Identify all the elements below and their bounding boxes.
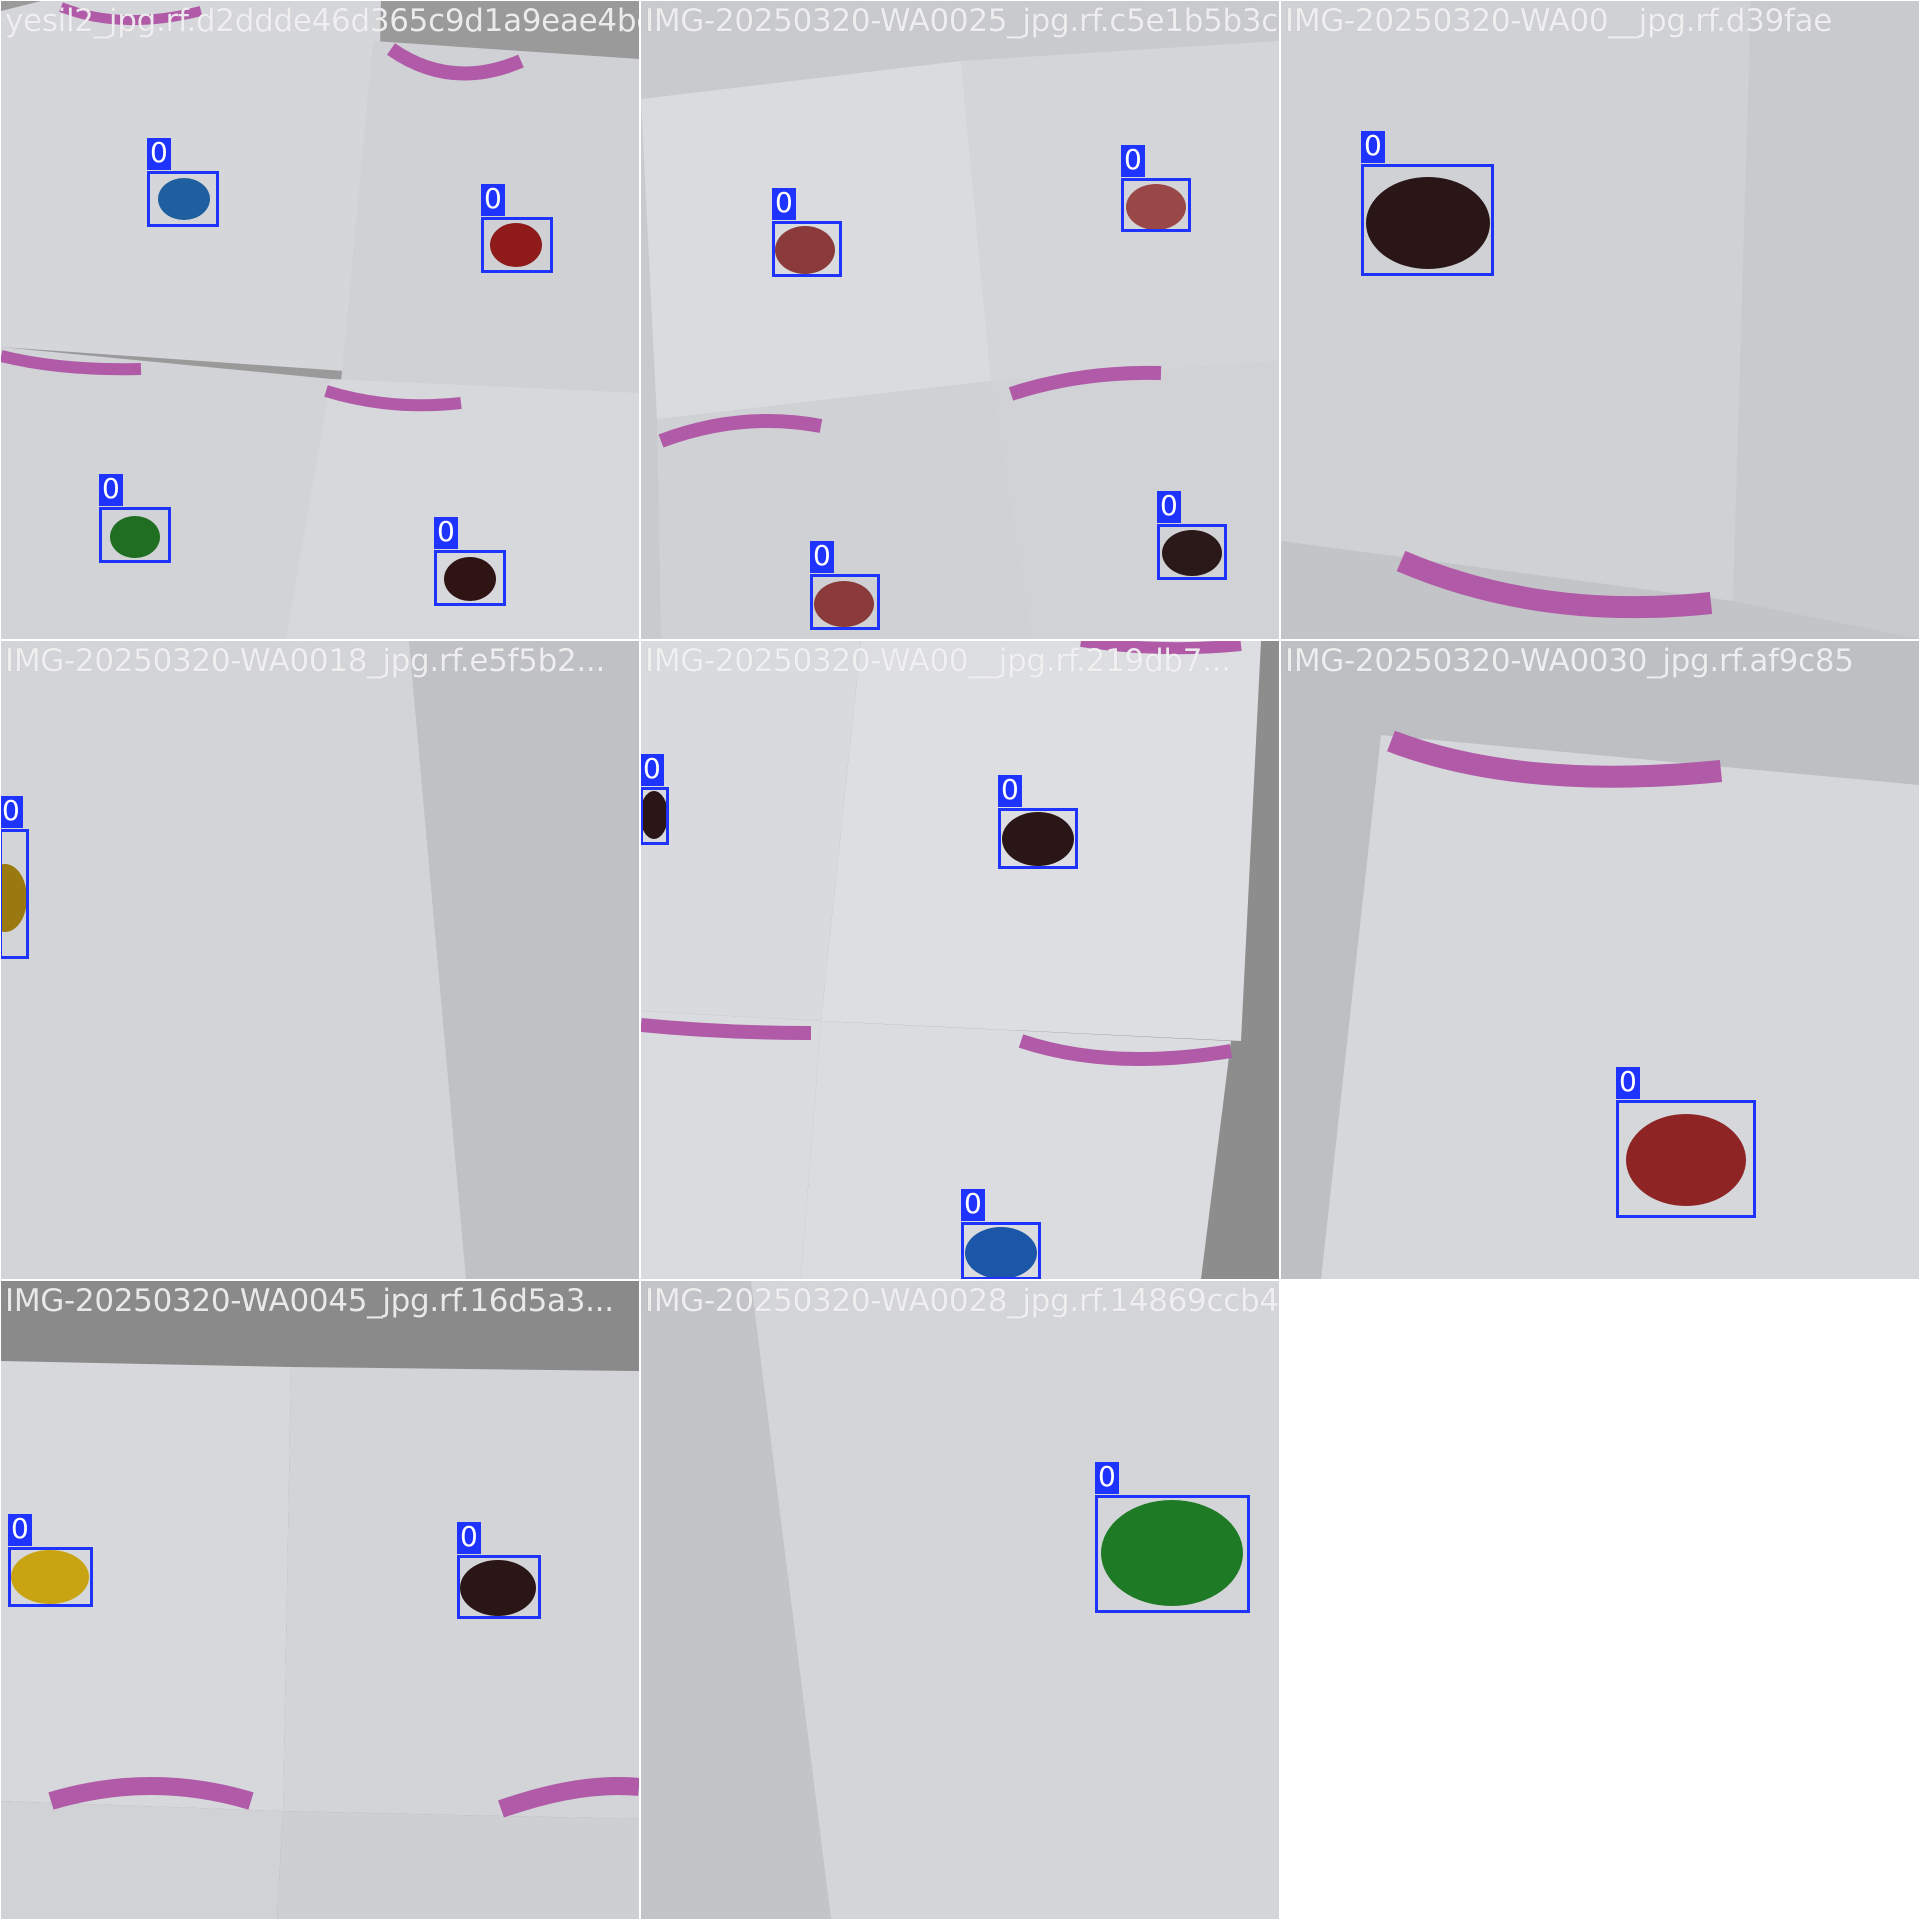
detection-class-label: 0 <box>772 188 796 220</box>
tile-photo <box>1 1 639 639</box>
detection-class-label: 0 <box>1 796 23 828</box>
detection-bounding-box <box>641 787 669 845</box>
detection-bounding-box <box>1 829 29 959</box>
mosaic-tile: IMG-20250320-WA00__jpg.rf.d39fae 0 <box>1281 1 1919 639</box>
detection-bounding-box <box>1361 164 1494 276</box>
tile-filename-caption: IMG-20250320-WA0045_jpg.rf.16d5a3... <box>5 1283 614 1319</box>
detection-class-label: 0 <box>8 1514 32 1546</box>
detection-bounding-box <box>481 217 553 273</box>
mosaic-tile: IMG-20250320-WA00__jpg.rf.219db7... 0 0 … <box>641 641 1279 1279</box>
detection-bounding-box <box>1616 1100 1756 1218</box>
tile-photo <box>1 1281 639 1919</box>
tile-photo <box>641 1 1279 639</box>
detection-bounding-box <box>998 808 1078 869</box>
mosaic-tile: IMG-20250320-WA0018_jpg.rf.e5f5b2... 0 <box>1 641 639 1279</box>
detection-bounding-box <box>1121 178 1191 232</box>
tile-photo <box>1 641 639 1279</box>
detection-class-label: 0 <box>1121 145 1145 177</box>
detection-class-label: 0 <box>434 517 458 549</box>
detection-bounding-box <box>1157 524 1227 580</box>
detection-class-label: 0 <box>810 541 834 573</box>
detection-class-label: 0 <box>147 138 171 170</box>
detection-bounding-box <box>99 507 171 563</box>
detection-class-label: 0 <box>961 1189 985 1221</box>
tile-filename-caption: yesil2_jpg.rf.d2ddde46d365c9d1a9eae4bce3… <box>5 3 639 39</box>
detection-bounding-box <box>961 1222 1041 1279</box>
detection-bounding-box <box>147 171 219 227</box>
detection-bounding-box <box>810 574 880 630</box>
tile-filename-caption: IMG-20250320-WA00__jpg.rf.219db7... <box>645 643 1231 679</box>
detection-bounding-box <box>1095 1495 1250 1613</box>
detection-class-label: 0 <box>457 1522 481 1554</box>
detection-bounding-box <box>434 550 506 606</box>
mosaic-tile: IMG-20250320-WA0028_jpg.rf.14869ccb4d60b… <box>641 1281 1279 1919</box>
detection-class-label: 0 <box>1616 1067 1640 1099</box>
detection-class-label: 0 <box>1361 131 1385 163</box>
detection-class-label: 0 <box>99 474 123 506</box>
detection-bounding-box <box>457 1555 541 1619</box>
mosaic-tile: IMG-20250320-WA0045_jpg.rf.16d5a3... 0 0 <box>1 1281 639 1919</box>
detection-class-label: 0 <box>1095 1462 1119 1494</box>
detection-class-label: 0 <box>481 184 505 216</box>
mosaic-tile: yesil2_jpg.rf.d2ddde46d365c9d1a9eae4bce3… <box>1 1 639 639</box>
detection-class-label: 0 <box>998 775 1022 807</box>
tile-filename-caption: IMG-20250320-WA0030_jpg.rf.af9c85 <box>1285 643 1854 679</box>
tile-filename-caption: IMG-20250320-WA0028_jpg.rf.14869ccb4d60b <box>645 1283 1279 1319</box>
tile-filename-caption: IMG-20250320-WA00__jpg.rf.d39fae <box>1285 3 1833 39</box>
mosaic-tile: IMG-20250320-WA0025_jpg.rf.c5e1b5b3c38 0… <box>641 1 1279 639</box>
detection-bounding-box <box>772 221 842 277</box>
detection-class-label: 0 <box>1157 491 1181 523</box>
tile-photo <box>1281 1 1919 639</box>
tile-photo <box>641 641 1279 1279</box>
tile-photo <box>641 1281 1279 1919</box>
tile-filename-caption: IMG-20250320-WA0018_jpg.rf.e5f5b2... <box>5 643 606 679</box>
tile-filename-caption: IMG-20250320-WA0025_jpg.rf.c5e1b5b3c38 <box>645 3 1279 39</box>
tile-photo <box>1281 641 1919 1279</box>
detection-bounding-box <box>8 1547 93 1607</box>
detection-class-label: 0 <box>641 754 664 786</box>
mosaic-tile: IMG-20250320-WA0030_jpg.rf.af9c85 0 <box>1281 641 1919 1279</box>
